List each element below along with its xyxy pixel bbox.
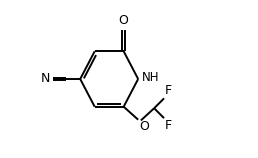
Text: F: F — [165, 119, 172, 132]
Text: N: N — [41, 73, 51, 85]
Text: NH: NH — [141, 71, 159, 84]
Text: O: O — [139, 120, 149, 134]
Text: F: F — [165, 84, 172, 97]
Text: O: O — [119, 14, 128, 27]
